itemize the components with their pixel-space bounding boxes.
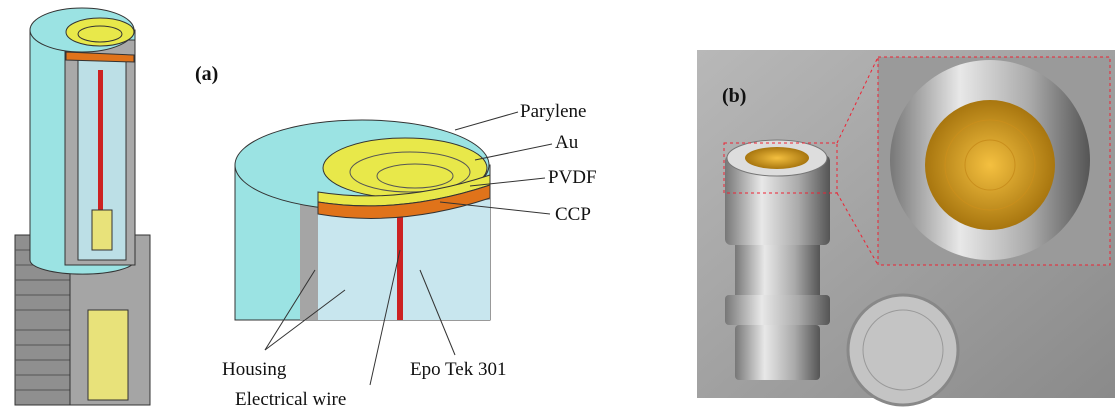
callout: Au	[555, 132, 579, 153]
panel-label: (b)	[722, 85, 746, 107]
callout: Epo Tek 301	[410, 359, 506, 380]
leader-lines	[264, 111, 553, 386]
callout: Housing	[222, 359, 287, 380]
callout: PVDF	[548, 167, 597, 188]
photo	[697, 50, 1115, 407]
callout: Parylene	[520, 101, 586, 122]
callout: CCP	[555, 204, 591, 225]
panel-label: (a)	[195, 63, 218, 85]
zoomed-cutaway	[234, 119, 491, 321]
sensor-cutaway	[14, 7, 151, 406]
callout: Electrical wire	[235, 389, 346, 410]
